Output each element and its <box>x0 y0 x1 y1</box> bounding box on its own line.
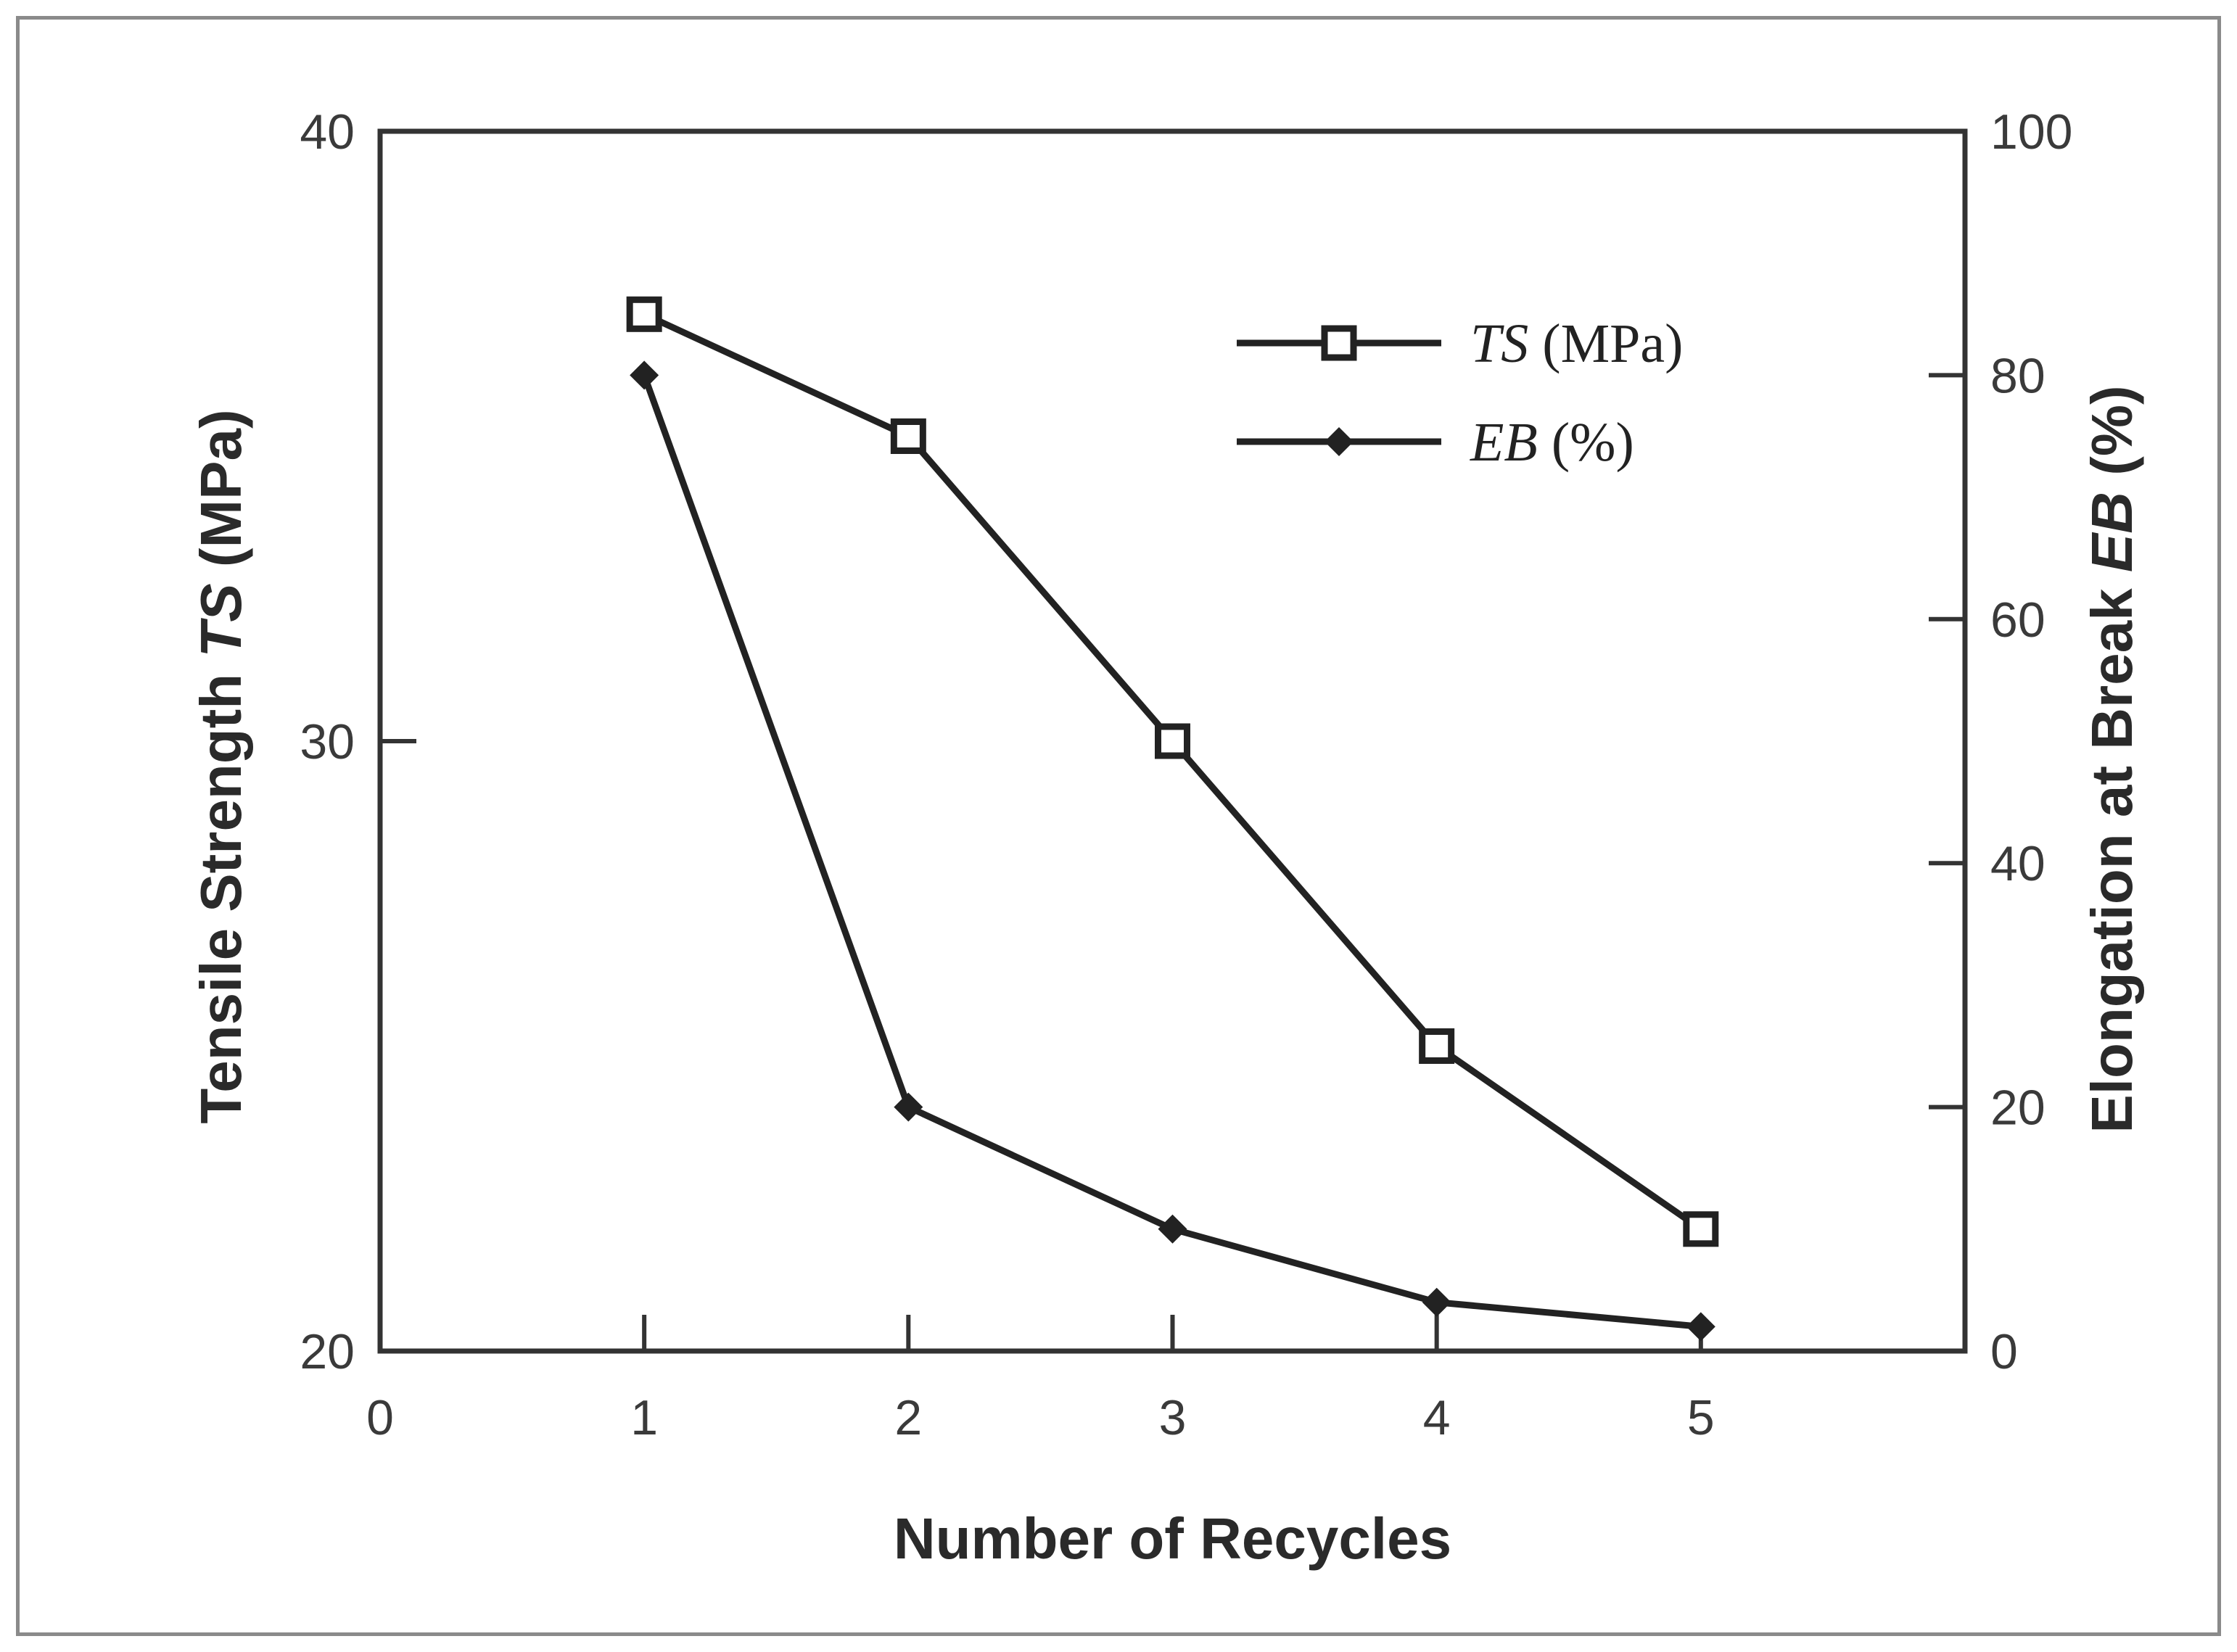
data-point-ts <box>890 418 926 454</box>
axis-titles: Number of Recycles Tensile Strength TS (… <box>189 385 2144 1571</box>
x-tick-label: 0 <box>366 1390 394 1445</box>
y2-tick-label: 20 <box>1990 1081 2046 1136</box>
legend-label-eb: EB (%) <box>1470 412 1634 473</box>
x-tick-label: 4 <box>1423 1390 1451 1445</box>
y-tick-label: 30 <box>300 714 355 769</box>
data-point-eb <box>1686 1312 1715 1342</box>
y-axis-title-prefix: Tensile Strength <box>189 658 253 1124</box>
y2-axis-title-suffix: (%) <box>2080 385 2144 492</box>
legend: TS (MPa) EB (%) <box>1237 313 1683 473</box>
y-tick-label: 40 <box>300 104 355 160</box>
legend-label-ts: TS (MPa) <box>1470 313 1683 374</box>
series-ts <box>626 296 1719 1247</box>
legend-entry-eb: EB (%) <box>1237 412 1634 473</box>
x-axis-title: Number of Recycles <box>894 1506 1451 1571</box>
legend-entry-ts: TS (MPa) <box>1237 313 1683 374</box>
figure-frame: 0 1 2 3 4 5 20 30 40 0 20 40 60 80 100 TS (MPa) EB (%) … <box>16 16 2221 1636</box>
y2-tick-label: 80 <box>1990 348 2046 403</box>
y-tick-label: 20 <box>300 1324 355 1379</box>
data-point-eb <box>630 360 659 390</box>
x-tick-label: 1 <box>630 1390 658 1445</box>
y2-tick-label: 0 <box>1990 1324 2018 1379</box>
y2-axis-title-var: EB <box>2080 492 2144 572</box>
y-axis-title-var: TS <box>189 583 253 657</box>
data-point-ts <box>1155 723 1190 759</box>
data-point-ts <box>1419 1028 1455 1064</box>
x-tick-label: 5 <box>1687 1390 1715 1445</box>
y2-tick-label: 40 <box>1990 836 2046 891</box>
y2-tick-label: 100 <box>1990 104 2072 160</box>
y-axis-title: Tensile Strength TS (MPa) <box>189 409 253 1123</box>
y2-tick-label: 60 <box>1990 592 2046 648</box>
x-tick-label: 3 <box>1159 1390 1187 1445</box>
legend-marker-ts <box>1321 325 1357 361</box>
data-point-eb <box>894 1092 923 1122</box>
y2-axis-title-prefix: Elongation at Break <box>2080 572 2144 1133</box>
data-point-eb <box>1422 1287 1451 1317</box>
y-axis-title-suffix: (MPa) <box>189 409 253 583</box>
series-layer <box>626 296 1719 1342</box>
y2-axis-title: Elongation at Break EB (%) <box>2080 385 2144 1133</box>
data-point-ts <box>1683 1211 1719 1247</box>
legend-marker-eb <box>1325 427 1354 456</box>
data-point-eb <box>1158 1214 1187 1244</box>
series-line-eb <box>640 373 1702 1330</box>
series-eb <box>630 360 1715 1342</box>
x-tick-label: 2 <box>894 1390 922 1445</box>
data-point-ts <box>626 296 662 332</box>
